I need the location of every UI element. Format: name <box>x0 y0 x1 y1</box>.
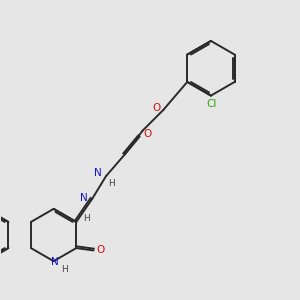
Text: O: O <box>97 244 105 255</box>
Text: N: N <box>80 193 88 202</box>
Text: H: H <box>83 214 90 224</box>
Text: N: N <box>51 257 58 267</box>
Text: O: O <box>143 129 152 139</box>
Text: O: O <box>153 103 161 113</box>
Text: N: N <box>94 168 102 178</box>
Text: H: H <box>61 265 68 274</box>
Text: Cl: Cl <box>206 99 217 109</box>
Text: H: H <box>108 179 115 188</box>
